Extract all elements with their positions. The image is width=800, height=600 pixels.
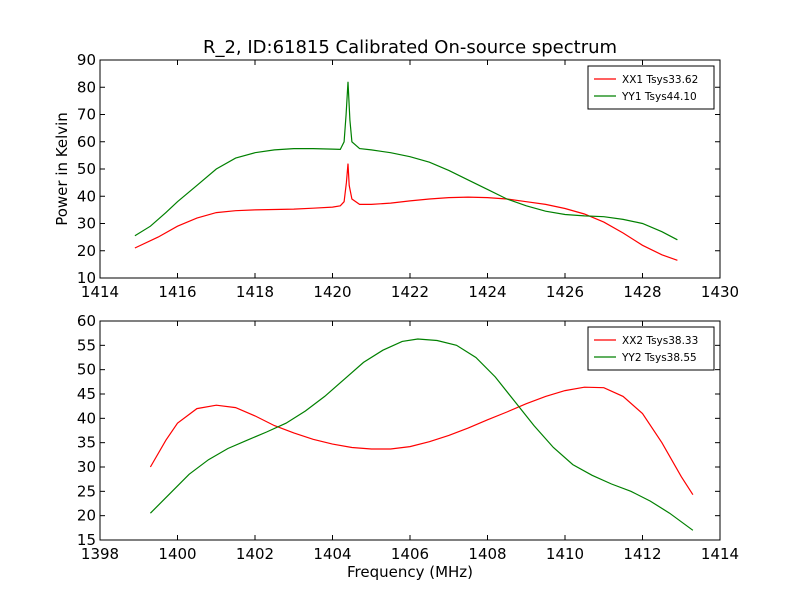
x-tick-label: 1420 (313, 283, 351, 301)
x-tick-label: 1416 (158, 283, 196, 301)
series-line-yy (149, 338, 694, 531)
x-tick-label: 1410 (546, 545, 584, 563)
y-tick-label: 10 (77, 269, 96, 287)
x-tick-label: 1412 (623, 545, 661, 563)
y-tick-label: 70 (77, 106, 96, 124)
x-axis-label: Frequency (MHz) (347, 563, 473, 581)
series-line-xx (149, 386, 694, 496)
top-spectrum-panel: 1414 1416 1418 1420 1422 1424 1426 1428 1430 10 20… (77, 51, 739, 301)
x-tick-label: 1426 (546, 283, 584, 301)
y-tick-label: 40 (77, 187, 96, 205)
y-axis-label: Power in Kelvin (53, 112, 71, 226)
x-tick-label: 1430 (701, 283, 739, 301)
y-tick-label: 50 (77, 160, 96, 178)
legend-box (587, 65, 715, 110)
x-tick-label: 1402 (236, 545, 274, 563)
legend-box (587, 326, 715, 371)
y-tick-label: 15 (77, 531, 96, 549)
x-tick-label: 1408 (468, 545, 506, 563)
y-tick-label: 40 (77, 409, 96, 427)
legend: XX2 Tsys38.33 YY2 Tsys38.55 (587, 326, 715, 371)
x-tick-label: 1406 (391, 545, 429, 563)
y-tick-label: 25 (77, 482, 96, 500)
y-tick-label: 80 (77, 78, 96, 96)
x-tick-label: 1418 (236, 283, 274, 301)
y-tick-label: 35 (77, 434, 96, 452)
y-tick-label: 20 (77, 242, 96, 260)
y-tick-label: 30 (77, 458, 96, 476)
y-tick-label: 55 (77, 336, 96, 354)
x-tick-label: 1428 (623, 283, 661, 301)
x-tick-label: 1398 (81, 545, 119, 563)
bottom-spectrum-panel: 1398 1400 1402 1404 1406 1408 1410 1412 1414 15 20… (77, 312, 739, 563)
x-tick-label: 1404 (313, 545, 351, 563)
x-tick-label: 1424 (468, 283, 506, 301)
chart-title: R_2, ID:61815 Calibrated On-source spect… (203, 37, 617, 58)
legend: XX1 Tsys33.62 YY1 Tsys44.10 (587, 65, 715, 110)
y-tick-label: 50 (77, 361, 96, 379)
x-tick-label: 1422 (391, 283, 429, 301)
x-tick-label: 1414 (701, 545, 739, 563)
series-line-xx (134, 163, 678, 261)
x-tick-label: 1400 (158, 545, 196, 563)
y-tick-label: 60 (77, 133, 96, 151)
legend-label: XX2 Tsys38.33 (622, 335, 698, 347)
series-line-yy (134, 81, 678, 241)
y-tick-label: 30 (77, 215, 96, 233)
y-tick-label: 45 (77, 385, 96, 403)
legend-label: YY2 Tsys38.55 (621, 352, 697, 364)
y-tick-label: 90 (77, 51, 96, 69)
y-tick-label: 20 (77, 507, 96, 525)
x-tick-label: 1414 (81, 283, 119, 301)
y-tick-label: 60 (77, 312, 96, 330)
legend-label: YY1 Tsys44.10 (621, 91, 697, 103)
legend-label: XX1 Tsys33.62 (622, 74, 698, 86)
